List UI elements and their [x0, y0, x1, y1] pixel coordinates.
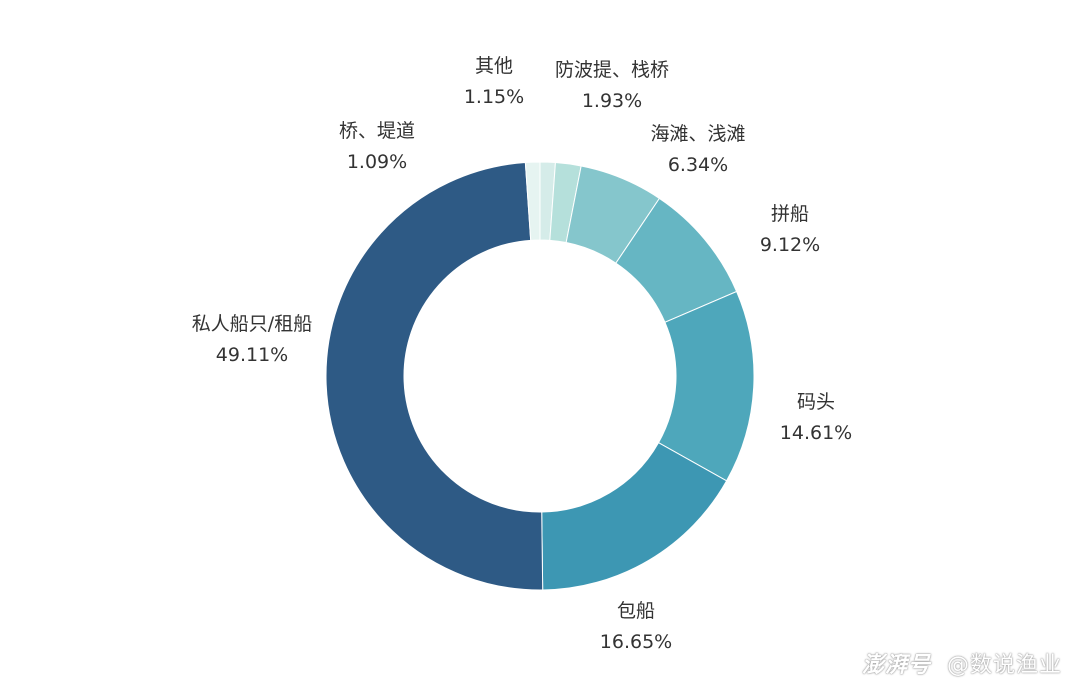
slice-6 [325, 161, 544, 591]
slice-label-4: 码头 14.61% [780, 391, 852, 444]
watermark-account: @数说渔业 [946, 653, 1062, 678]
slice-value-2: 6.34% [668, 154, 728, 176]
slice-labels: 其他 1.15% 防波提、栈桥 1.93% 海滩、浅滩 6.34% 拼船 9.12% 码头 14.… [192, 55, 852, 653]
slice-label-2: 海滩、浅滩 6.34% [650, 123, 745, 176]
slice-label-1: 防波提、栈桥 1.93% [555, 59, 669, 112]
slice-category-0: 其他 [475, 55, 513, 77]
slice-label-3: 拼船 9.12% [760, 203, 820, 256]
slice-value-6: 49.11% [216, 344, 288, 366]
slice-category-5: 包船 [617, 600, 655, 622]
slice-category-2: 海滩、浅滩 [650, 123, 745, 145]
slice-category-3: 拼船 [771, 203, 809, 225]
slice-category-7: 桥、堤道 [339, 120, 415, 142]
slice-value-1: 1.93% [582, 90, 642, 112]
slice-label-5: 包船 16.65% [600, 600, 672, 653]
slice-label-6: 私人船只/租船 49.11% [192, 313, 312, 366]
slice-7 [524, 161, 541, 241]
slice-category-4: 码头 [797, 391, 835, 413]
slice-value-4: 14.61% [780, 422, 852, 444]
slice-value-5: 16.65% [600, 631, 672, 653]
watermark-brand: 澎湃号 [861, 653, 931, 678]
slice-value-0: 1.15% [464, 86, 524, 108]
donut-slices [325, 161, 755, 591]
slice-value-7: 1.09% [347, 151, 407, 173]
slice-category-1: 防波提、栈桥 [555, 59, 669, 81]
watermark: 澎湃号 @数说渔业 [862, 647, 1062, 679]
slice-value-3: 9.12% [760, 234, 820, 256]
slice-category-6: 私人船只/租船 [192, 313, 312, 335]
slice-label-0: 其他 1.15% [464, 55, 524, 108]
slice-5 [541, 441, 728, 591]
slice-label-7: 桥、堤道 1.09% [339, 120, 415, 173]
